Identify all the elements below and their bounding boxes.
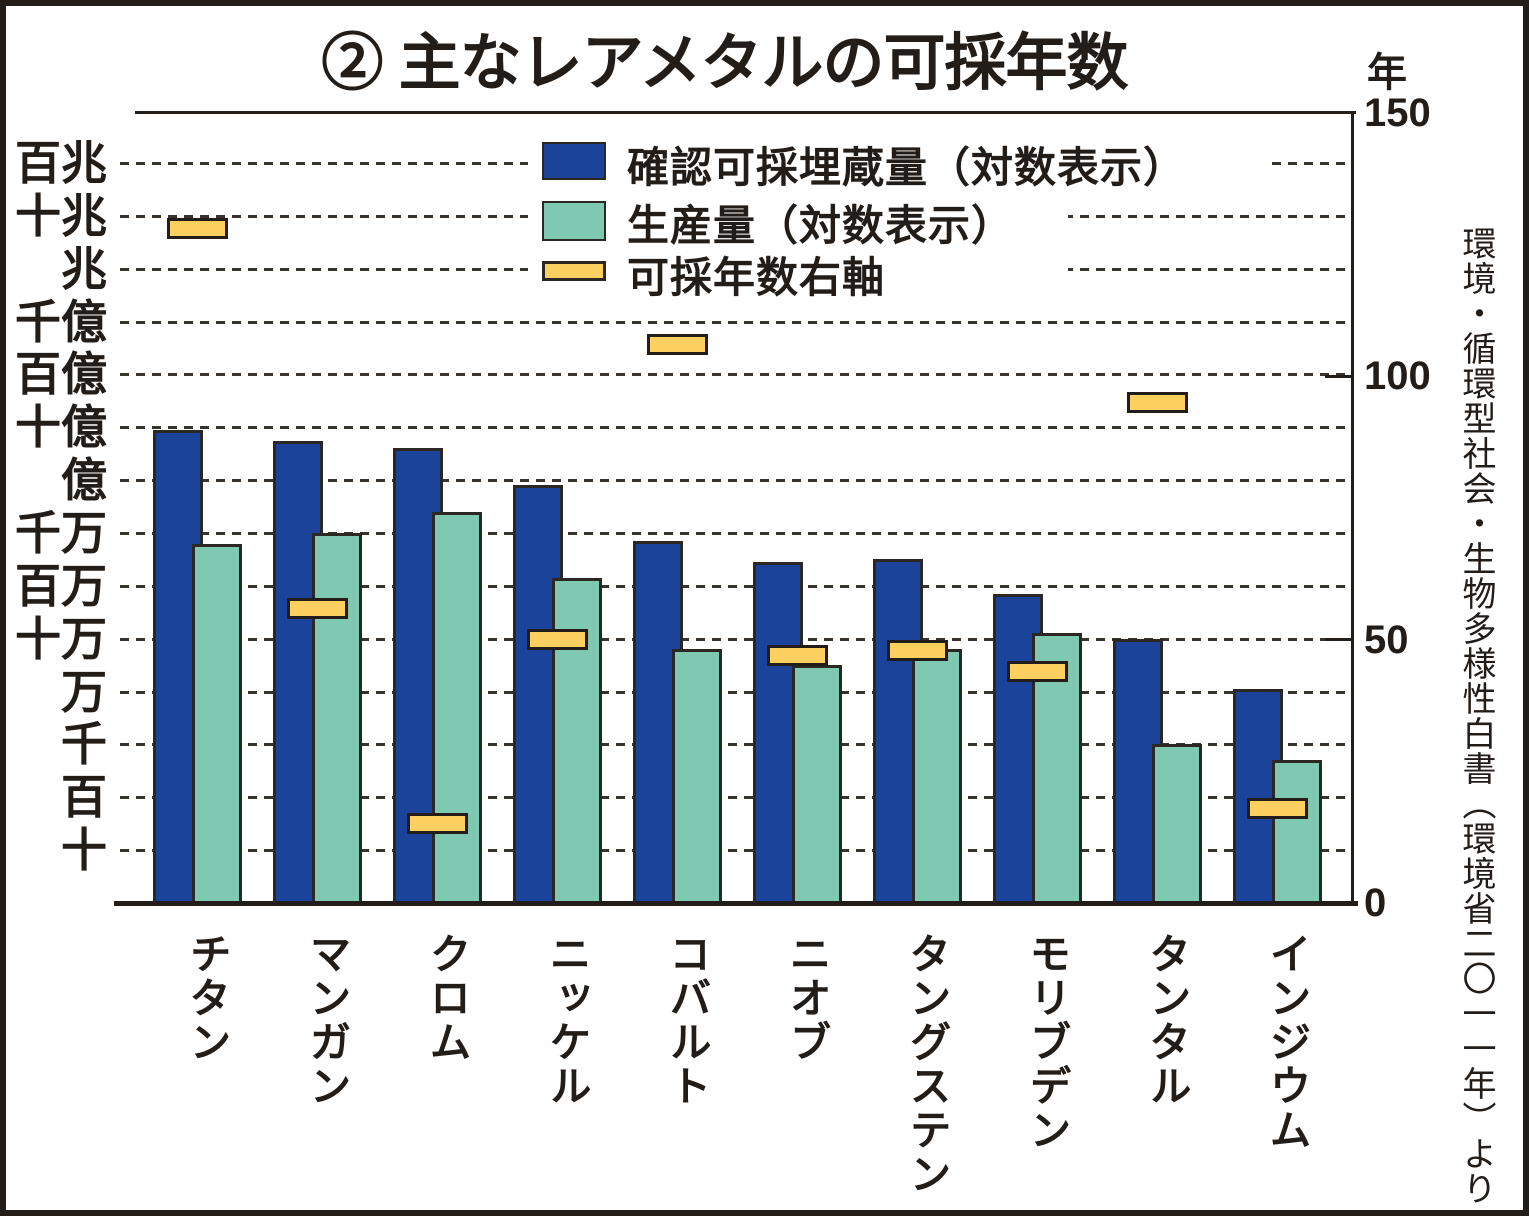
category-label-コバルト: コバルト — [664, 932, 711, 1108]
category-label-ニオブ: ニオブ — [784, 932, 831, 1064]
right-axis-tick — [1325, 374, 1353, 378]
years-marker — [767, 644, 828, 666]
right-axis-tick-label-150: 150 — [1364, 90, 1431, 135]
production-bar — [552, 577, 602, 905]
legend-label-reserves: 確認可採埋蔵量（対数表示） — [627, 143, 1187, 191]
left-axis-label-百兆: 百兆 — [15, 137, 107, 189]
x-axis-baseline — [114, 901, 1358, 906]
reserves-swatch — [542, 142, 606, 180]
production-bar — [432, 511, 482, 905]
right-axis-line — [1351, 111, 1354, 906]
legend-label-years: 可採年数右軸 — [627, 253, 886, 301]
years-marker — [647, 334, 708, 356]
years-marker — [887, 639, 948, 661]
category-label-クロム: クロム — [424, 932, 471, 1064]
years-marker — [1247, 797, 1308, 819]
right-axis-tick-label-50: 50 — [1364, 617, 1409, 662]
left-axis-label-千万: 千万 — [15, 507, 107, 559]
years-marker — [287, 597, 348, 619]
production-bar — [792, 665, 842, 905]
category-label-ニッケル: ニッケル — [544, 932, 591, 1108]
gridline-7 — [120, 532, 1353, 535]
left-axis-label-十万: 十万 — [15, 612, 107, 665]
category-label-タングステン: タングステン — [904, 932, 951, 1196]
chart-title: ② 主なレアメタルの可採年数 — [321, 29, 1128, 98]
category-label-タンタル: タンタル — [1144, 932, 1191, 1108]
right-axis-tick — [1325, 638, 1353, 642]
gridline-4 — [120, 690, 1353, 694]
years-marker — [1007, 660, 1068, 682]
years-marker — [527, 629, 588, 651]
production-bar — [192, 543, 242, 905]
production-bar — [312, 533, 362, 905]
left-axis-label-十: 十 — [61, 824, 107, 877]
right-axis-tick-label-100: 100 — [1364, 354, 1431, 399]
left-axis-label-十億: 十億 — [15, 401, 107, 454]
gridline-5 — [120, 637, 1353, 641]
category-label-インジウム: インジウム — [1264, 932, 1311, 1152]
gridline-1 — [120, 849, 1353, 853]
gridline-9 — [120, 426, 1353, 430]
left-axis-label-千: 千 — [61, 718, 107, 771]
production-bar — [912, 649, 962, 905]
legend-label-production: 生産量（対数表示） — [627, 201, 1015, 249]
gridline-3 — [120, 743, 1353, 747]
years-marker — [1127, 392, 1188, 414]
years-swatch — [542, 261, 606, 281]
category-label-モリブデン: モリブデン — [1024, 932, 1071, 1152]
left-axis-label-千億: 千億 — [15, 295, 107, 348]
plot-top-border — [135, 111, 1356, 114]
gridline-11 — [120, 320, 1353, 324]
source-citation: 環境・循環型社会・生物多様性白書（環境省二〇一一年）より — [1457, 226, 1494, 1206]
left-axis-label-万: 万 — [61, 665, 107, 718]
right-axis-tick-label-0: 0 — [1364, 881, 1387, 925]
left-axis-label-百: 百 — [61, 771, 107, 824]
gridline-6 — [120, 584, 1353, 588]
right-axis-unit-label: 年 — [1367, 51, 1407, 95]
category-label-マンガン: マンガン — [304, 932, 351, 1108]
left-axis-label-百万: 百万 — [15, 559, 107, 612]
production-swatch — [542, 201, 606, 241]
years-marker — [167, 218, 228, 240]
gridline-8 — [120, 479, 1353, 483]
legend-row-years: 可採年数右軸 — [528, 250, 1068, 301]
left-axis-label-兆: 兆 — [61, 242, 107, 295]
years-marker — [407, 813, 468, 835]
left-axis-label-十兆: 十兆 — [15, 189, 107, 242]
left-axis-label-億: 億 — [61, 454, 107, 507]
production-bar — [1272, 760, 1322, 905]
gridline-10 — [120, 373, 1353, 377]
legend-row-production: 生産量（対数表示） — [528, 196, 1068, 249]
category-label-チタン: チタン — [184, 932, 231, 1064]
legend-row-reserves: 確認可採埋蔵量（対数表示） — [528, 136, 1272, 192]
production-bar — [672, 649, 722, 905]
production-bar — [1152, 744, 1202, 905]
gridline-2 — [120, 796, 1353, 800]
left-axis-label-百億: 百億 — [15, 348, 107, 401]
